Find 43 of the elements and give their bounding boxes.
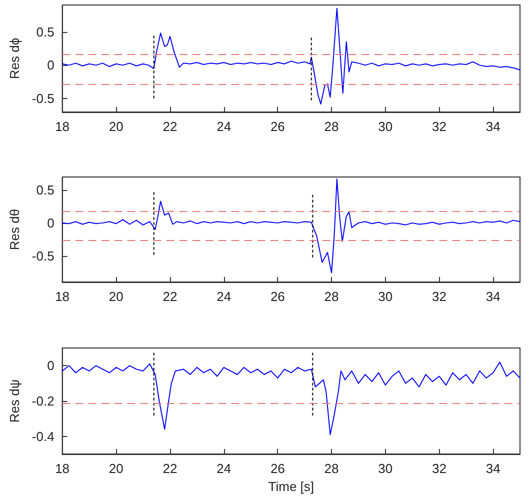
y-tick-label: -0.5 xyxy=(32,91,54,106)
y-tick-label: 0 xyxy=(47,358,54,374)
y-tick-label: -0.4 xyxy=(32,428,54,444)
x-tick-label: 30 xyxy=(378,119,393,134)
y-tick-label: -0.5 xyxy=(32,248,54,264)
x-tick-label: 24 xyxy=(216,119,232,134)
x-tick-label: 18 xyxy=(55,289,70,304)
y-tick-label: 0.5 xyxy=(36,182,54,198)
y-axis-title: Res dθ xyxy=(7,208,22,250)
x-tick-label: 18 xyxy=(55,119,70,134)
x-tick-label: 22 xyxy=(162,461,178,476)
x-tick-label: 34 xyxy=(486,461,500,476)
x-tick-label: 20 xyxy=(108,461,124,476)
x-tick-label: 22 xyxy=(162,119,178,134)
line-series xyxy=(62,8,520,104)
x-tick-label: 28 xyxy=(324,119,339,134)
y-tick-label: 0 xyxy=(47,215,54,230)
x-tick-label: 22 xyxy=(162,289,178,304)
x-tick-label: 28 xyxy=(324,289,339,304)
x-tick-label: 24 xyxy=(216,461,232,476)
x-tick-label: 24 xyxy=(216,289,232,304)
x-tick-label: 26 xyxy=(270,461,285,476)
x-tick-label: 20 xyxy=(108,289,124,304)
x-tick-label: 28 xyxy=(324,461,339,476)
y-axis-title: Res dψ xyxy=(7,379,22,423)
x-tick-label: 20 xyxy=(108,119,124,134)
x-tick-label: 18 xyxy=(55,461,70,476)
x-tick-label: 30 xyxy=(378,461,393,476)
x-tick-label: 34 xyxy=(486,119,500,134)
line-series xyxy=(62,178,520,274)
y-tick-label: 0.5 xyxy=(36,24,54,40)
y-tick-label: -0.2 xyxy=(32,394,54,408)
y-tick-label: 0 xyxy=(47,58,54,73)
y-axis-title: Res dϕ xyxy=(7,38,22,80)
x-tick-label: 26 xyxy=(270,289,285,304)
line-series xyxy=(62,362,520,436)
x-tick-label: 34 xyxy=(486,289,500,304)
x-tick-label: 32 xyxy=(432,289,446,304)
x-tick-label: 32 xyxy=(432,461,446,476)
x-axis-title: Time [s] xyxy=(268,478,314,494)
x-tick-label: 26 xyxy=(270,119,285,134)
x-tick-label: 32 xyxy=(432,119,446,134)
x-tick-label: 30 xyxy=(378,289,393,304)
